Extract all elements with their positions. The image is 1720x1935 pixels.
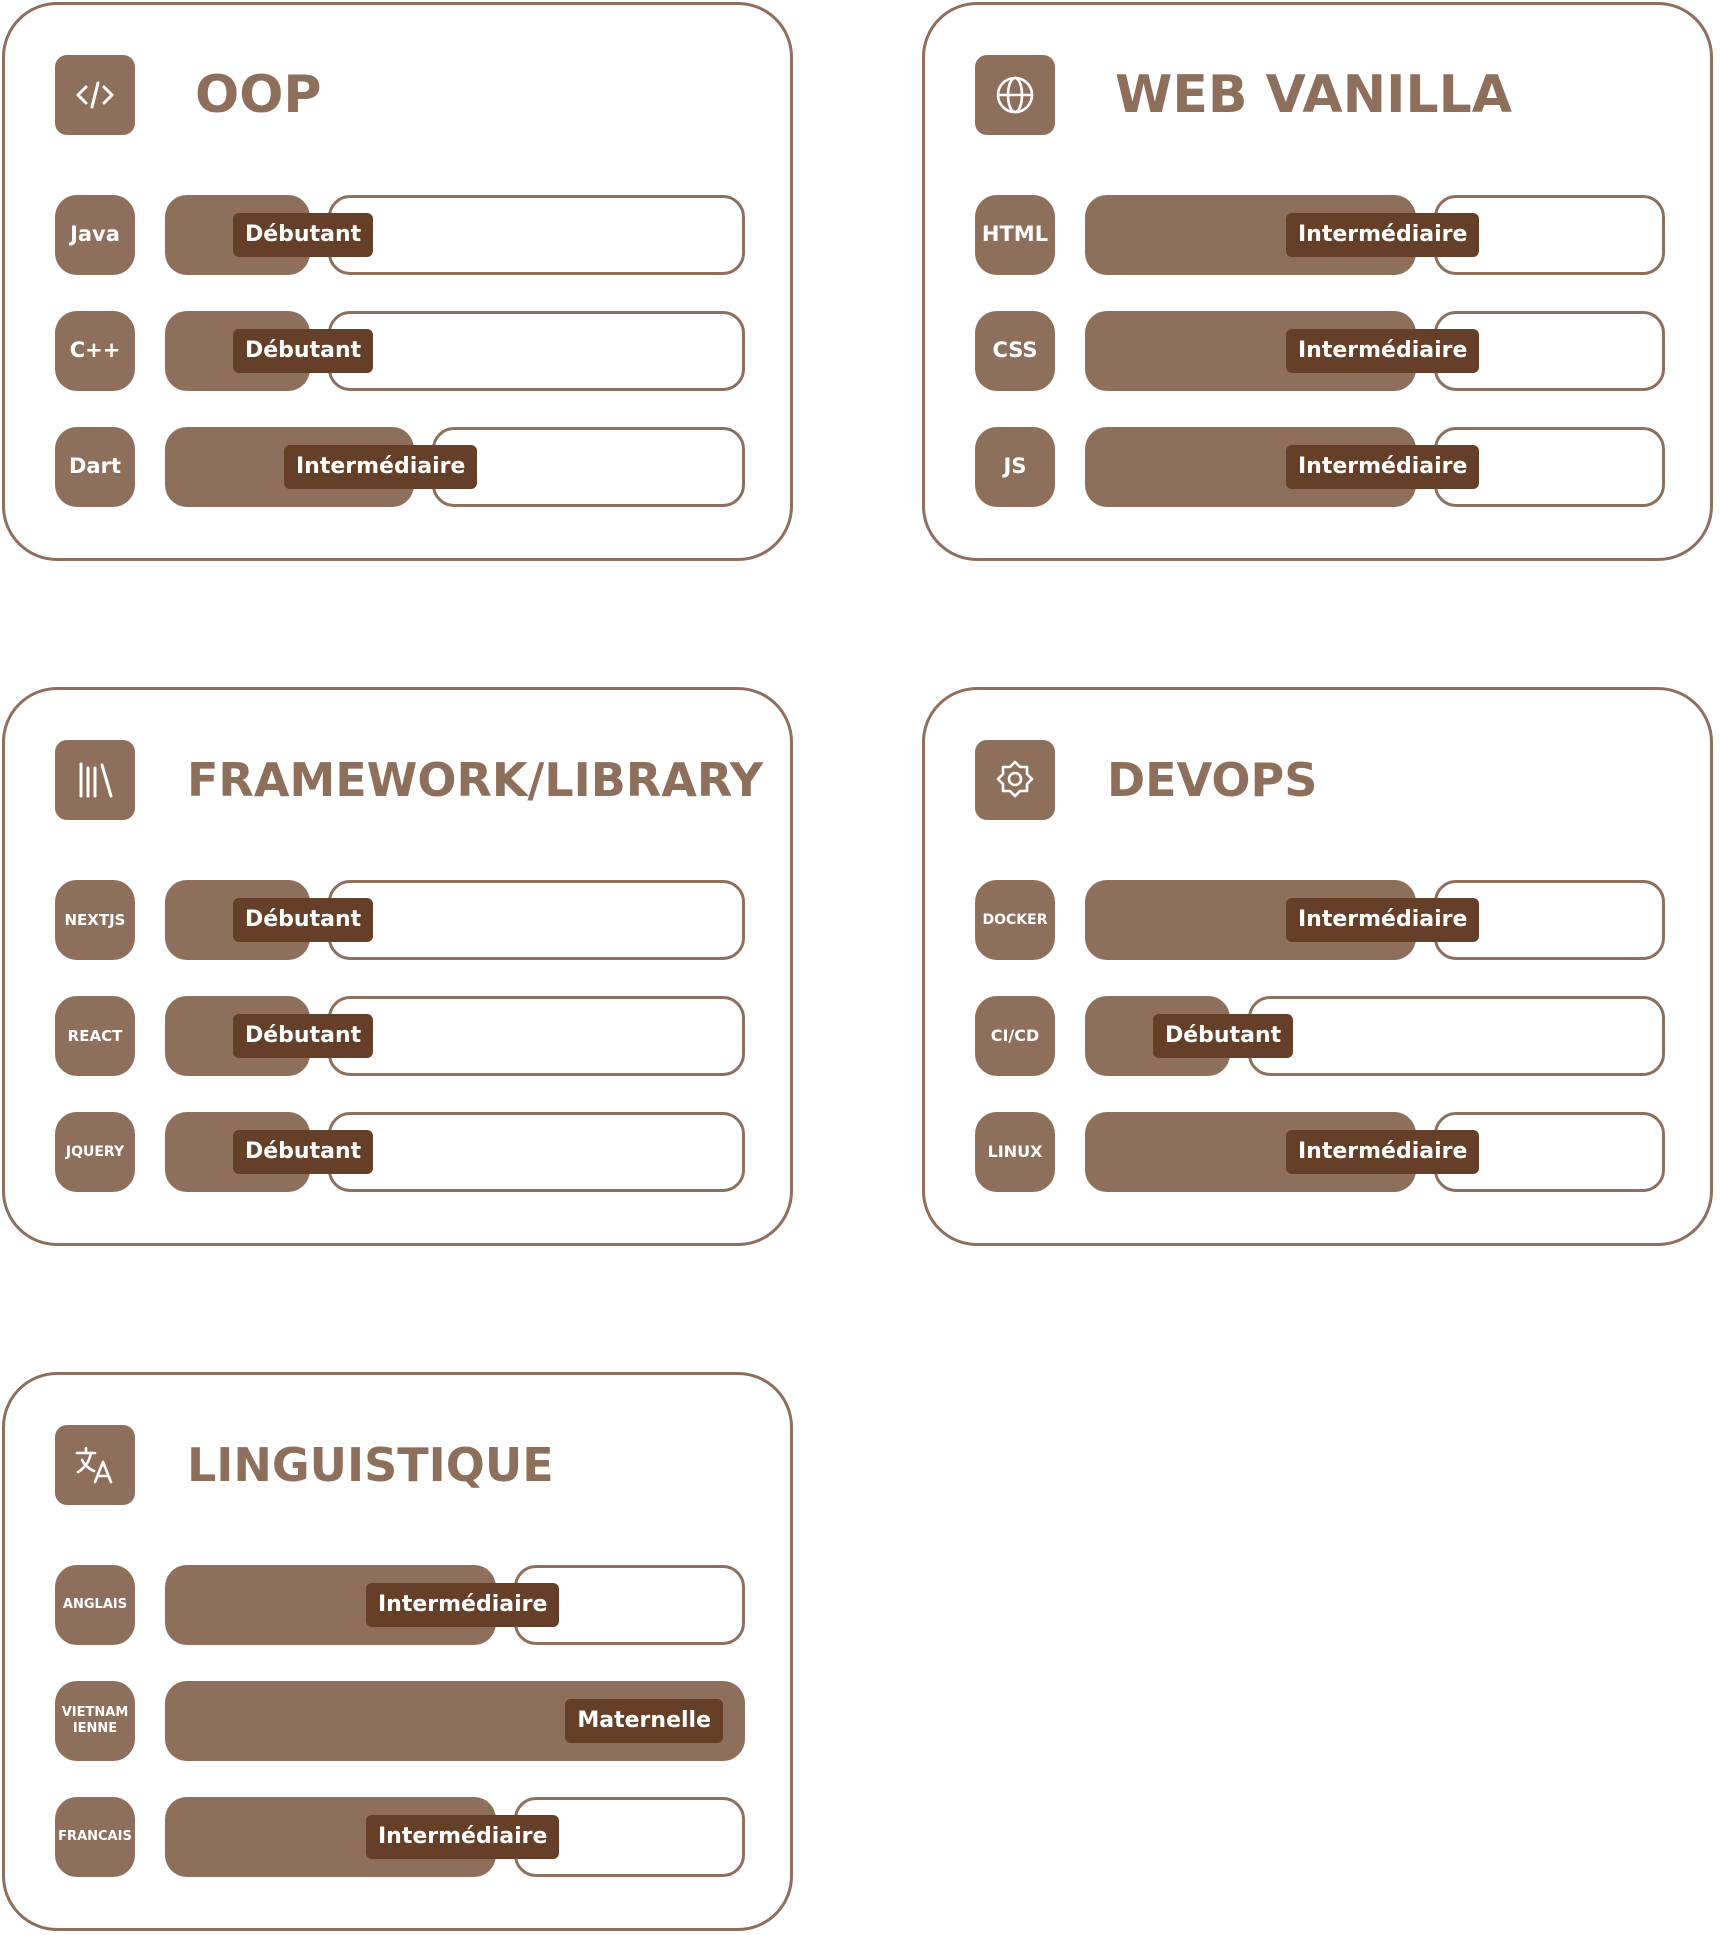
progress-track	[432, 427, 745, 507]
skill-name: DOCKER	[975, 880, 1055, 960]
level-badge: Intermédiaire	[366, 1583, 560, 1627]
skill-row: ANGLAIS Intermédiaire	[55, 1565, 745, 1645]
skill-row: CI/CD Débutant	[975, 996, 1665, 1076]
skill-name: NEXTJS	[55, 880, 135, 960]
skill-row: LINUX Intermédiaire	[975, 1112, 1665, 1192]
skill-name: REACT	[55, 996, 135, 1076]
skill-card-devops: DEVOPS DOCKER Intermédiaire CI/CD Débuta…	[922, 687, 1713, 1246]
skill-name: JS	[975, 427, 1055, 507]
skill-card-framework-library: FRAMEWORK/LIBRARY NEXTJS Débutant REACT …	[2, 687, 793, 1246]
globe-icon	[975, 55, 1055, 135]
level-badge: Débutant	[233, 898, 374, 942]
progress-track	[328, 195, 745, 275]
level-badge: Débutant	[233, 329, 374, 373]
progress-track	[328, 311, 745, 391]
card-title: FRAMEWORK/LIBRARY	[187, 753, 764, 807]
skill-row: JQUERY Débutant	[55, 1112, 745, 1192]
translate-icon	[55, 1425, 135, 1505]
progress-track	[328, 996, 745, 1076]
skill-name: C++	[55, 311, 135, 391]
level-badge: Intermédiaire	[1286, 898, 1480, 942]
card-header: LINGUISTIQUE	[55, 1425, 554, 1505]
skill-card-linguistique: LINGUISTIQUE ANGLAIS Intermédiaire VIETN…	[2, 1372, 793, 1931]
skill-name: VIETNAMIENNE	[55, 1681, 135, 1761]
level-badge: Maternelle	[565, 1699, 723, 1743]
progress-track	[328, 1112, 745, 1192]
skill-row: DOCKER Intermédiaire	[975, 880, 1665, 960]
skill-name: Java	[55, 195, 135, 275]
skill-row: FRANCAIS Intermédiaire	[55, 1797, 745, 1877]
card-title: LINGUISTIQUE	[187, 1438, 554, 1492]
progress-track	[328, 880, 745, 960]
level-badge: Débutant	[233, 213, 374, 257]
skill-row: JS Intermédiaire	[975, 427, 1665, 507]
level-badge: Intermédiaire	[1286, 445, 1480, 489]
skill-row: C++ Débutant	[55, 311, 745, 391]
skill-row: Dart Intermédiaire	[55, 427, 745, 507]
skill-row: REACT Débutant	[55, 996, 745, 1076]
code-icon	[55, 55, 135, 135]
skill-name: Dart	[55, 427, 135, 507]
skill-name: LINUX	[975, 1112, 1055, 1192]
skill-card-oop: OOP Java Débutant C++ Débutant Dart Inte…	[2, 2, 793, 561]
skill-name: CI/CD	[975, 996, 1055, 1076]
library-icon	[55, 740, 135, 820]
skill-row: NEXTJS Débutant	[55, 880, 745, 960]
card-title: DEVOPS	[1107, 753, 1318, 807]
skill-row: HTML Intermédiaire	[975, 195, 1665, 275]
skill-row: VIETNAMIENNE Maternelle	[55, 1681, 745, 1761]
progress-track	[1248, 996, 1665, 1076]
skill-card-web-vanilla: WEB VANILLA HTML Intermédiaire CSS Inter…	[922, 2, 1713, 561]
level-badge: Débutant	[233, 1014, 374, 1058]
level-badge: Intermédiaire	[1286, 213, 1480, 257]
level-badge: Intermédiaire	[1286, 329, 1480, 373]
card-title: WEB VANILLA	[1115, 65, 1512, 125]
card-header: WEB VANILLA	[975, 55, 1512, 135]
level-badge: Débutant	[1153, 1014, 1294, 1058]
skill-name: JQUERY	[55, 1112, 135, 1192]
level-badge: Débutant	[233, 1130, 374, 1174]
level-badge: Intermédiaire	[284, 445, 478, 489]
card-header: OOP	[55, 55, 322, 135]
card-header: DEVOPS	[975, 740, 1317, 820]
skill-name: CSS	[975, 311, 1055, 391]
level-badge: Intermédiaire	[1286, 1130, 1480, 1174]
skill-row: Java Débutant	[55, 195, 745, 275]
skill-name: FRANCAIS	[55, 1797, 135, 1877]
skill-row: CSS Intermédiaire	[975, 311, 1665, 391]
level-badge: Intermédiaire	[366, 1815, 560, 1859]
skill-name: ANGLAIS	[55, 1565, 135, 1645]
card-title: OOP	[195, 65, 322, 125]
gear-icon	[975, 740, 1055, 820]
skill-name: HTML	[975, 195, 1055, 275]
progress-track	[1434, 427, 1665, 507]
card-header: FRAMEWORK/LIBRARY	[55, 740, 763, 820]
